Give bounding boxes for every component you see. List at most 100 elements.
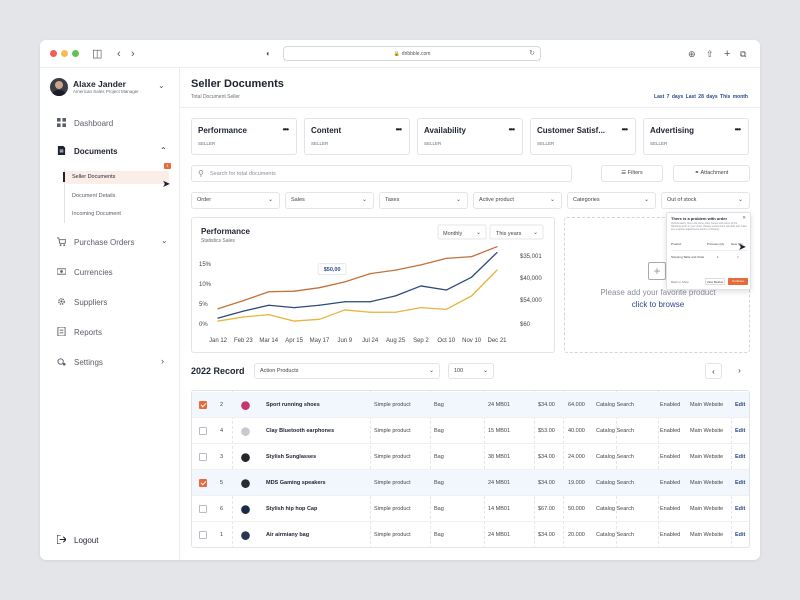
table-row[interactable]: 2 Sport running shoes Simple product Bag 24 … (192, 392, 749, 418)
popup-col-new-qty: New Qty (731, 242, 743, 246)
chevron-down-icon[interactable]: ⌄ (158, 81, 165, 90)
product-name: Stylish hip hop Cap (266, 506, 318, 512)
filters-button[interactable]: ☰ Filters (601, 165, 663, 182)
sidebar-item-dashboard[interactable]: Dashboard (57, 118, 113, 128)
continue-button[interactable]: Continue (728, 278, 748, 285)
year-select[interactable]: This years ⌄ (489, 224, 544, 240)
filter-categories[interactable]: Categories ⌄ (567, 192, 656, 209)
filter-active-product[interactable]: Active product ⌄ (473, 192, 562, 209)
card-tag: SELLER (198, 141, 216, 146)
sidebar-subitem-seller-documents[interactable]: Seller Documents (65, 171, 169, 184)
card-content[interactable]: Content ••• SELLER (304, 118, 410, 155)
attachment-button[interactable]: ⚭ Attachment (673, 165, 750, 182)
sidebar-item-reports[interactable]: Reports (57, 327, 102, 337)
sidebar-item-suppliers[interactable]: Suppliers (57, 297, 107, 307)
sidebar-subitem-incoming-document[interactable]: Incoming Document (72, 211, 121, 217)
forward-icon[interactable]: › (131, 48, 135, 60)
card-performance[interactable]: Performance ••• SELLER (191, 118, 297, 155)
series-1-point (496, 246, 498, 248)
sidebar-toggle-icon[interactable]: ◫ (92, 48, 103, 60)
row-checkbox[interactable] (199, 427, 207, 435)
browse-link[interactable]: click to browse (631, 300, 685, 309)
card-tag: SELLER (424, 141, 442, 146)
edit-link[interactable]: Edit (735, 480, 746, 486)
filter-out-of-stock[interactable]: Out of stock ⌄ (661, 192, 750, 209)
product-website: Main Website (690, 402, 724, 408)
sidebar-item-currencies[interactable]: Currencies (57, 267, 113, 277)
card-advertising[interactable]: Advertising ••• SELLER (643, 118, 749, 155)
performance-chart: Performance Statistics Sales Monthly ⌄ T… (191, 217, 555, 353)
more-icon[interactable]: ••• (734, 125, 741, 134)
minimize-window-button[interactable] (61, 50, 68, 57)
maximize-window-button[interactable] (72, 50, 79, 57)
more-icon[interactable]: ••• (508, 125, 515, 134)
chevron-down-icon: ⌄ (643, 197, 649, 203)
sidebar-item-purchase-orders[interactable]: Purchase Orders (57, 237, 134, 247)
row-checkbox[interactable] (199, 453, 207, 461)
edit-link[interactable]: Edit (735, 454, 746, 460)
share-icon[interactable]: ⇧ (706, 49, 714, 59)
chevron-right-icon[interactable]: › (161, 356, 164, 366)
action-products-select[interactable]: Action Products ⌄ (254, 363, 440, 379)
more-icon[interactable]: ••• (282, 125, 289, 134)
page-size-select[interactable]: 100 ⌄ (448, 363, 494, 379)
close-icon[interactable]: ✕ (742, 215, 746, 220)
table-row[interactable]: 5 MDS Gaming speakers Simple product Bag 24 … (192, 470, 749, 496)
x-tick-label: May 17 (310, 338, 330, 344)
chevron-up-icon[interactable]: ⌃ (160, 146, 167, 155)
product-thumbnail (239, 503, 252, 515)
download-icon[interactable]: ⊕ (688, 49, 696, 59)
series-1-point (471, 256, 473, 258)
edit-link[interactable]: Edit (735, 402, 746, 408)
y-tick-label: 5% (199, 302, 208, 308)
tabs-overview-icon[interactable]: ⧉ (740, 49, 747, 59)
reload-icon[interactable]: ↻ (529, 50, 535, 57)
filter-sales[interactable]: Sales ⌄ (285, 192, 374, 209)
x-tick-label: Sep 2 (413, 338, 429, 344)
row-checkbox[interactable] (199, 401, 207, 409)
sidebar-item-settings[interactable]: Settings (57, 357, 103, 367)
new-tab-icon[interactable]: + (724, 48, 731, 60)
search-input[interactable]: ⚲ Search for total documents (191, 165, 572, 182)
more-icon[interactable]: ••• (621, 125, 628, 134)
series-2-point (217, 317, 219, 319)
sidebar-item-documents[interactable]: Documents (57, 146, 118, 156)
theme-icon[interactable]: ◐ (266, 49, 271, 58)
table-row[interactable]: 3 Stylish Sunglasses Simple product Bag 38 M… (192, 444, 749, 470)
card-customer-satisfaction[interactable]: Customer Satisf... ••• SELLER (530, 118, 636, 155)
prev-page-button[interactable]: ‹ (705, 363, 722, 379)
product-type: Simple product (374, 506, 411, 512)
product-visibility: Catalog Search (596, 428, 634, 434)
back-icon[interactable]: ‹ (117, 48, 121, 60)
filter-order[interactable]: Order ⌄ (191, 192, 280, 209)
row-checkbox[interactable] (199, 505, 207, 513)
view-basket-button[interactable]: View Basket (705, 278, 725, 285)
table-row[interactable]: 6 Stylish hip hop Cap Simple product Bag 14 … (192, 496, 749, 522)
date-range-links[interactable]: Last 7 days Last 28 days This month (654, 94, 748, 100)
table-row[interactable]: 1 Air airmiany bag Simple product Bag 24 MB0… (192, 522, 749, 547)
next-page-button[interactable]: › (738, 366, 741, 375)
edit-link[interactable]: Edit (735, 532, 746, 538)
series-2-point (496, 251, 498, 254)
series-3-point (394, 311, 397, 313)
logout-button[interactable]: Logout (57, 535, 98, 545)
documents-badge: 1 (164, 163, 171, 169)
row-checkbox[interactable] (199, 531, 207, 539)
product-quantity: 19.000 (568, 480, 585, 486)
edit-link[interactable]: Edit (735, 506, 746, 512)
card-availability[interactable]: Availability ••• SELLER (417, 118, 523, 155)
search-placeholder: Search for total documents (210, 171, 276, 177)
chevron-down-icon[interactable]: ⌄ (161, 236, 168, 245)
address-bar[interactable]: 🔒 dribbble.com ↻ (283, 46, 541, 61)
sidebar-item-label: Reports (74, 328, 103, 337)
back-to-shop-link[interactable]: Back to Shop (671, 280, 689, 284)
table-row[interactable]: 4 Clay Bluetooth earphones Simple product B… (192, 418, 749, 444)
close-window-button[interactable] (50, 50, 57, 57)
row-checkbox[interactable] (199, 479, 207, 487)
period-select[interactable]: Monthly ⌄ (437, 224, 487, 240)
row-number: 5 (220, 480, 224, 486)
more-icon[interactable]: ••• (395, 125, 402, 134)
filter-taxes[interactable]: Taxes ⌄ (379, 192, 468, 209)
edit-link[interactable]: Edit (735, 428, 746, 434)
sidebar-subitem-document-details[interactable]: Document Details (72, 193, 116, 199)
